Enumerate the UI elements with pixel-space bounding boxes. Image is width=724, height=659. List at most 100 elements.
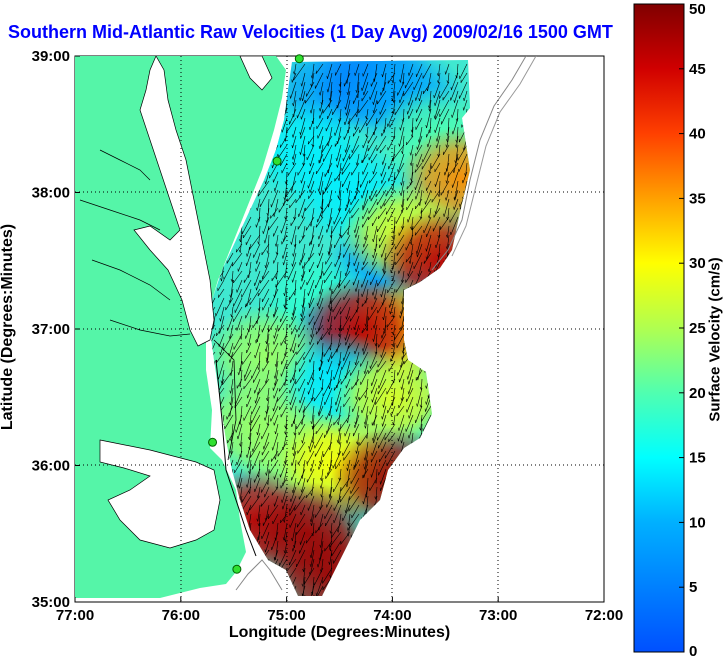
velocity-arrow [277,441,288,457]
velocity-arrow [281,234,288,245]
velocity-arrow [287,261,297,280]
velocity-arrow [447,72,450,84]
colorbar-label: Surface Velocity (cm/s) [706,257,724,422]
arrow-head [238,249,241,253]
velocity-arrow [397,360,405,376]
velocity-arrow [289,504,297,516]
velocity-arrow [405,252,414,263]
velocity-arrow [315,270,324,289]
arrow-head [236,484,239,488]
velocity-arrow [320,324,333,341]
velocity-arrow [421,405,432,422]
arrow-head [415,250,418,254]
velocity-arrow [420,207,423,220]
colorbar-tick-label: 0 [689,643,697,659]
arrow-head [309,126,311,130]
velocity-arrow [345,378,351,389]
velocity-arrow [350,468,360,484]
chart-title: Southern Mid-Atlantic Raw Velocities (1 … [8,22,613,42]
arrow-head [406,376,409,380]
velocity-arrow [271,531,279,551]
velocity-arrow [340,477,351,492]
velocity-arrow [339,468,342,481]
velocity-arrow [406,135,414,146]
velocity-arrow [395,252,405,265]
velocity-arrow [381,324,387,339]
velocity-arrow [285,414,288,429]
velocity-arrow [218,333,225,347]
velocity-arrow [294,63,297,75]
velocity-arrow [319,108,324,119]
velocity-arrow [289,549,297,566]
velocity-arrow [334,135,342,147]
velocity-arrow [415,171,423,190]
velocity-arrow [343,450,351,461]
velocity-arrow [270,405,279,422]
arrow-head [315,592,317,596]
velocity-arrow [331,342,342,359]
velocity-arrow [445,189,450,201]
velocity-arrow [274,369,279,386]
arrow-head [230,278,233,282]
velocity-arrow [379,234,387,248]
velocity-arrow [316,576,324,596]
velocity-arrow [425,189,432,205]
velocity-arrow [316,117,324,130]
arrow-head [417,273,419,277]
velocity-arrow [331,522,342,538]
arrow-head [355,89,358,93]
velocity-arrow [345,135,351,153]
velocity-arrow [239,486,243,500]
velocity-arrow [336,144,342,162]
arrow-head [335,158,337,162]
velocity-arrow [348,513,351,526]
arrow-head [338,83,341,87]
velocity-arrow [363,486,369,505]
velocity-arrow [288,288,297,301]
arrow-head [291,316,293,321]
velocity-arrow [311,513,315,526]
velocity-arrow [361,396,369,414]
velocity-arrow [439,99,450,118]
velocity-arrow [300,117,306,135]
arrow-head [310,522,312,526]
arrow-head [365,605,366,608]
arrow-head [400,279,403,283]
arrow-head [363,370,366,374]
velocity-arrow [302,207,306,219]
arrow-head [319,544,322,548]
arrow-head [256,207,258,211]
arrow-head [299,195,301,199]
velocity-arrow [447,225,450,238]
velocity-arrow [322,378,333,397]
velocity-arrow [308,378,315,395]
arrow-head [364,323,367,327]
velocity-arrow [240,369,243,388]
velocity-arrow [384,441,396,459]
velocity-arrow [293,99,297,118]
arrow-head [443,172,446,176]
x-tick-label: 72:00 [585,607,623,624]
arrow-head [419,386,422,390]
velocity-arrow [368,198,378,214]
x-axis-ticks: 77:00 76:00 75:00 74:00 73:00 72:00 [56,597,623,624]
arrow-head [329,547,331,551]
arrow-head [344,509,347,513]
velocity-arrow [362,333,369,352]
arrow-head [264,181,266,185]
arrow-head [445,197,447,201]
velocity-arrow [329,315,333,336]
arrow-head [434,210,436,214]
velocity-arrow [318,171,324,192]
velocity-arrow [296,342,306,355]
arrow-head [428,215,430,219]
velocity-arrow [271,270,279,282]
velocity-arrow [298,378,306,392]
arrow-head [317,327,319,331]
velocity-arrow [320,180,324,196]
velocity-arrow [237,468,243,488]
arrow-head [271,447,273,451]
velocity-arrow [308,432,315,450]
velocity-arrow [382,153,387,165]
velocity-arrow [310,99,315,114]
